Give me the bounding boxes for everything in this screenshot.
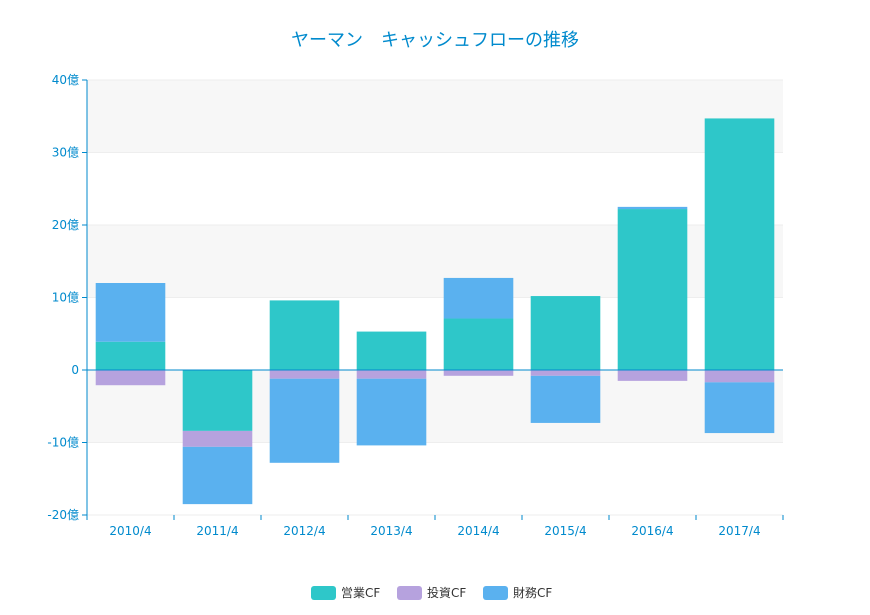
- y-axis-ticks: -20億 -10億 0 10億 20億 30億 40億: [47, 73, 87, 522]
- bar[interactable]: [182, 370, 253, 431]
- y-tick-label: 20億: [52, 218, 79, 232]
- x-tick-label: 2010/4: [109, 524, 151, 538]
- bar[interactable]: [704, 118, 775, 370]
- bar[interactable]: [95, 341, 166, 370]
- x-tick-label: 2017/4: [718, 524, 760, 538]
- bar[interactable]: [182, 446, 253, 505]
- bar[interactable]: [356, 331, 427, 370]
- bar[interactable]: [443, 318, 514, 370]
- x-tick-label: 2014/4: [457, 524, 499, 538]
- grid-band: [87, 80, 783, 153]
- legend-label[interactable]: 投資CF: [427, 585, 466, 600]
- bar[interactable]: [269, 378, 340, 463]
- y-tick-label: 30億: [52, 146, 79, 160]
- bar[interactable]: [617, 209, 688, 370]
- legend-label[interactable]: 財務CF: [513, 585, 552, 600]
- bar[interactable]: [269, 300, 340, 370]
- x-tick-label: 2015/4: [544, 524, 586, 538]
- bar[interactable]: [356, 370, 427, 379]
- bar[interactable]: [530, 375, 601, 423]
- legend: 営業CF 投資CF 財務CF: [311, 585, 552, 600]
- legend-swatch[interactable]: [483, 586, 508, 600]
- bar[interactable]: [443, 277, 514, 319]
- x-axis-ticks: 2010/4 2011/4 2012/4 2013/4 2014/4 2015/4 2016…: [86, 515, 784, 538]
- legend-label[interactable]: 営業CF: [341, 586, 380, 600]
- bar[interactable]: [95, 370, 166, 386]
- x-tick-label: 2016/4: [631, 524, 673, 538]
- y-tick-label: 40億: [52, 73, 79, 87]
- x-tick-label: 2012/4: [283, 524, 325, 538]
- bar[interactable]: [269, 370, 340, 379]
- y-tick-label: 10億: [52, 291, 79, 305]
- bar[interactable]: [356, 378, 427, 446]
- bar-group: [95, 118, 775, 505]
- bar[interactable]: [95, 283, 166, 342]
- x-tick-label: 2011/4: [196, 524, 238, 538]
- bar[interactable]: [530, 296, 601, 370]
- chart-title: ヤーマン キャッシュフローの推移: [291, 30, 579, 51]
- legend-swatch[interactable]: [397, 586, 422, 600]
- bar[interactable]: [443, 370, 514, 376]
- bar[interactable]: [704, 370, 775, 383]
- y-tick-label: -10億: [47, 436, 79, 450]
- bar[interactable]: [530, 370, 601, 376]
- legend-swatch[interactable]: [311, 586, 336, 600]
- bar[interactable]: [704, 382, 775, 434]
- y-tick-label: 0: [71, 363, 79, 377]
- y-tick-label: -20億: [47, 508, 79, 522]
- bar[interactable]: [182, 430, 253, 447]
- bar[interactable]: [617, 206, 688, 210]
- x-tick-label: 2013/4: [370, 524, 412, 538]
- bar[interactable]: [617, 370, 688, 381]
